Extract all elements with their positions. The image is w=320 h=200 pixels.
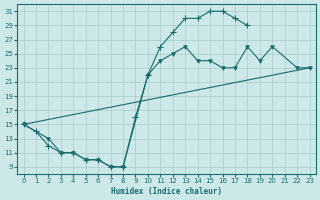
X-axis label: Humidex (Indice chaleur): Humidex (Indice chaleur): [111, 187, 222, 196]
